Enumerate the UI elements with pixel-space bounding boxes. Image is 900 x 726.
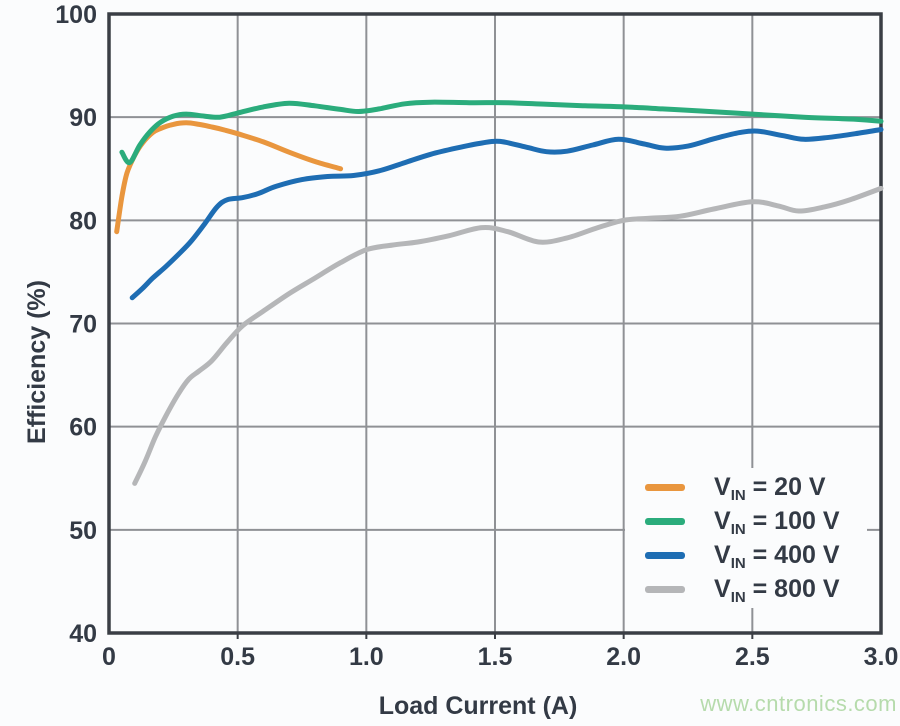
legend-label: VIN = 800 V	[714, 574, 840, 606]
y-tick-label: 70	[69, 311, 97, 339]
watermark: www.cntronics.com	[700, 691, 897, 716]
legend-item: VIN = 400 V	[625, 540, 867, 572]
series-line-1	[119, 99, 884, 166]
series-line-3	[132, 185, 884, 486]
x-tick-label: 0	[102, 643, 116, 671]
legend-label: VIN = 20 V	[714, 472, 826, 504]
y-tick-label: 90	[69, 104, 97, 132]
legend-swatch	[645, 585, 685, 593]
y-tick-label: 40	[69, 620, 97, 648]
y-tick-label: 100	[55, 1, 97, 29]
legend-label: VIN = 400 V	[714, 540, 840, 572]
y-axis-title: Efficiency (%)	[23, 280, 51, 444]
y-tick-label: 50	[69, 517, 97, 545]
legend-item: VIN = 800 V	[625, 574, 867, 606]
x-tick-label: 2.0	[606, 643, 641, 671]
x-tick-label: 3.0	[864, 643, 899, 671]
legend-label: VIN = 100 V	[714, 506, 840, 538]
y-tick-label: 60	[69, 414, 97, 442]
legend-item: VIN = 20 V	[625, 472, 867, 504]
x-axis-title: Load Current (A)	[378, 692, 578, 720]
series-line-2	[129, 127, 884, 301]
legend-item: VIN = 100 V	[625, 506, 867, 538]
legend: VIN = 20 V VIN = 100 V VIN = 400 V VIN = 80…	[625, 468, 867, 608]
legend-swatch	[645, 483, 685, 491]
legend-swatch	[645, 517, 685, 525]
x-tick-label: 0.5	[220, 643, 255, 671]
legend-swatch	[645, 551, 685, 559]
x-tick-label: 2.5	[735, 643, 770, 671]
y-tick-label: 80	[69, 207, 97, 235]
x-tick-label: 1.5	[478, 643, 513, 671]
x-tick-label: 1.0	[349, 643, 384, 671]
